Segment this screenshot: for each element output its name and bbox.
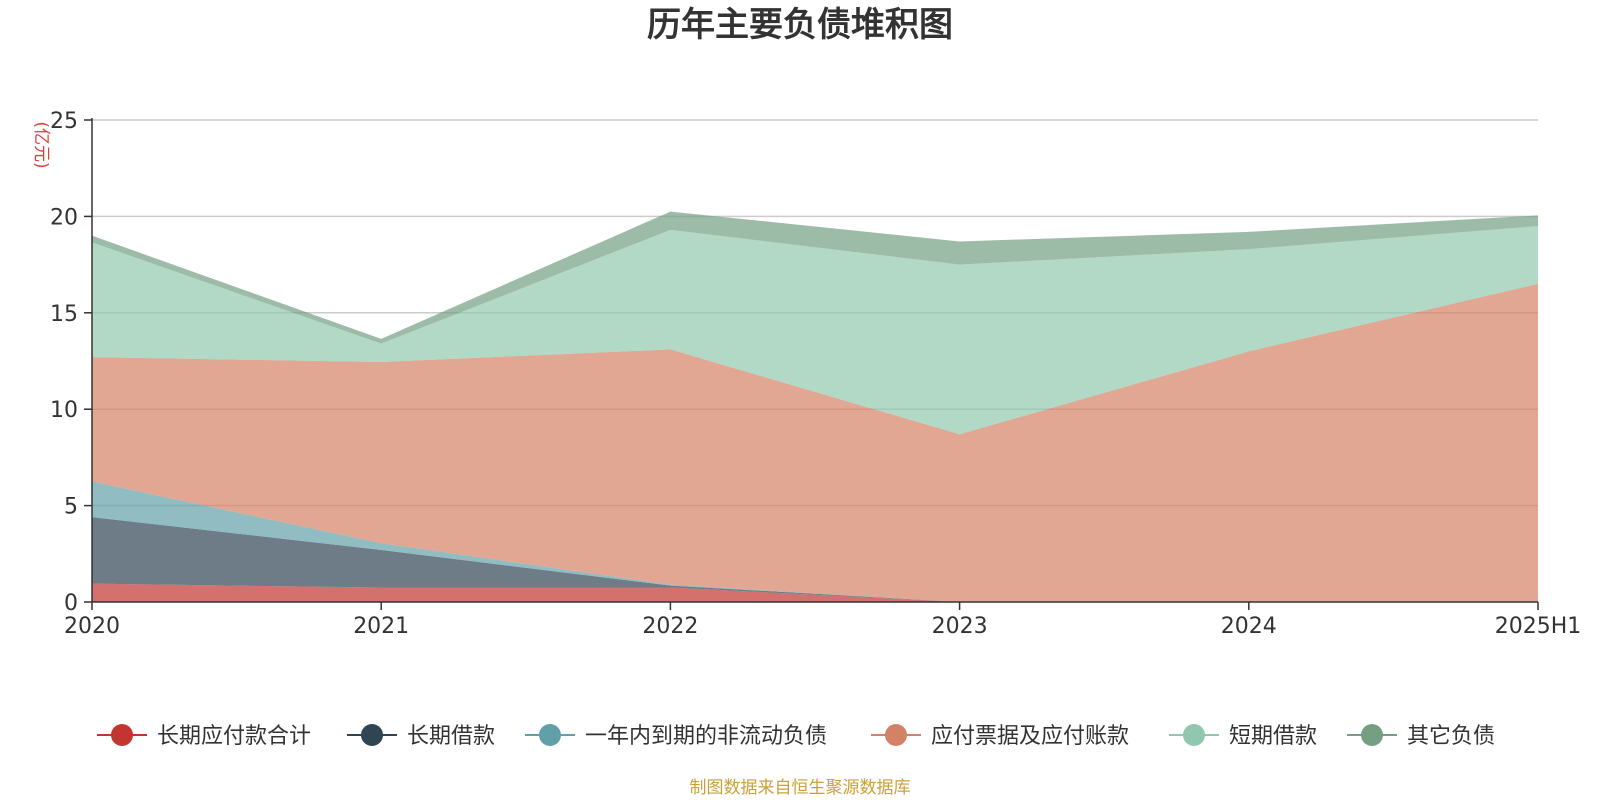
legend-label: 应付票据及应付账款 <box>931 724 1129 749</box>
legend-marker <box>361 724 383 746</box>
area-series-2 <box>92 517 1538 602</box>
legend[interactable]: 长期应付款合计 长期借款 一年内到期的非流动负债 应付票据及应付账款 短期借款 其它负债 <box>97 724 1495 749</box>
x-tick-label: 2024 <box>1221 614 1277 639</box>
legend-marker <box>1361 724 1383 746</box>
legend-item-1[interactable]: 长期应付款合计 <box>97 724 311 749</box>
area-series-4 <box>92 283 1538 602</box>
legend-label: 一年内到期的非流动负债 <box>585 724 827 749</box>
area-series-1 <box>92 583 1538 602</box>
legend-item-5[interactable]: 短期借款 <box>1169 724 1317 749</box>
x-tick-label: 2025H1 <box>1495 614 1582 639</box>
legend-marker <box>1183 724 1205 746</box>
legend-label: 长期借款 <box>407 724 495 749</box>
y-axis-unit-label: (亿元) <box>31 121 51 168</box>
x-tick-label: 2021 <box>353 614 409 639</box>
x-tick-label: 2023 <box>932 614 988 639</box>
legend-item-6[interactable]: 其它负债 <box>1347 724 1495 749</box>
area-series-group <box>92 211 1538 602</box>
legend-item-4[interactable]: 应付票据及应付账款 <box>871 724 1129 749</box>
source-note: 制图数据来自恒生聚源数据库 <box>690 778 911 798</box>
area-series-6 <box>92 211 1538 344</box>
area-series-5 <box>92 226 1538 435</box>
legend-marker <box>539 724 561 746</box>
legend-marker <box>885 724 907 746</box>
axes: 0 5 10 15 20 25 2020 2021 2022 2023 2024 2025H1 <box>50 109 1581 639</box>
x-tick-label: 2020 <box>64 614 120 639</box>
y-tick-label: 15 <box>50 302 78 327</box>
y-tick-label: 0 <box>64 591 78 616</box>
chart-title: 历年主要负债堆积图 <box>647 5 953 45</box>
y-tick-label: 10 <box>50 398 78 423</box>
legend-label: 长期应付款合计 <box>157 724 311 749</box>
legend-item-3[interactable]: 一年内到期的非流动负债 <box>525 724 827 749</box>
y-tick-label: 20 <box>50 205 78 230</box>
x-tick-label: 2022 <box>642 614 698 639</box>
legend-label: 短期借款 <box>1229 724 1317 749</box>
legend-item-2[interactable]: 长期借款 <box>347 724 495 749</box>
legend-marker <box>111 724 133 746</box>
legend-label: 其它负债 <box>1407 724 1495 749</box>
y-tick-label: 5 <box>64 495 78 520</box>
y-tick-label: 25 <box>50 109 78 134</box>
